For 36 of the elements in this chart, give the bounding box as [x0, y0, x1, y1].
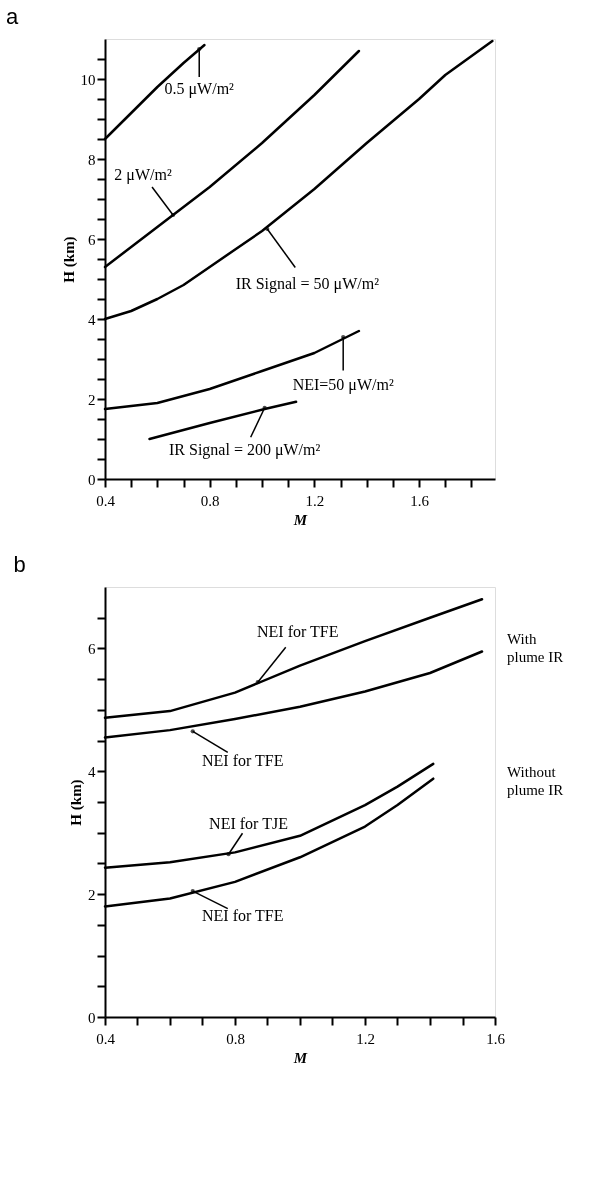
y-tick-label: 6 — [88, 640, 96, 657]
chart-title: a — [6, 4, 19, 29]
annotation: 2 μW/m² — [114, 166, 172, 184]
text: Without plume IR — [507, 763, 564, 798]
annotation: NEI for TJE — [209, 815, 288, 833]
y-axis-title: H (km) — [60, 236, 78, 283]
x-tick-label: 0.4 — [96, 492, 116, 509]
x-axis-title: M — [292, 1049, 308, 1066]
annotation: NEI for TFE — [202, 907, 284, 925]
y-tick-label: 2 — [88, 391, 96, 408]
y-tick-label: 0 — [88, 471, 96, 488]
text: With plume IR — [507, 630, 564, 665]
x-tick-label: 1.2 — [305, 492, 325, 509]
y-tick-label: 4 — [88, 763, 96, 780]
y-tick-label: 0 — [88, 1009, 96, 1026]
annotation: 0.5 μW/m² — [164, 80, 235, 98]
chart-title: b — [13, 552, 26, 577]
annotation: IR Signal = 50 μW/m² — [235, 275, 380, 293]
y-tick-label: 10 — [80, 71, 96, 88]
x-tick-label: 1.6 — [410, 492, 430, 509]
annotation: NEI for TFE — [257, 623, 339, 641]
annotation: NEI for TFE — [202, 752, 284, 770]
y-tick-label: 6 — [88, 231, 96, 248]
x-tick-label: 0.4 — [96, 1030, 116, 1047]
y-tick-label: 4 — [88, 311, 96, 328]
annotation: IR Signal = 200 μW/m² — [169, 440, 321, 459]
x-tick-label: 1.6 — [486, 1030, 506, 1047]
annotation: NEI=50 μW/m² — [292, 376, 394, 394]
x-axis-title: M — [292, 511, 308, 528]
y-tick-label: 2 — [88, 886, 96, 903]
x-tick-label: 0.8 — [200, 492, 220, 509]
x-tick-label: 0.8 — [226, 1030, 245, 1047]
y-tick-label: 8 — [88, 151, 96, 168]
y-axis-title: H (km) — [68, 779, 85, 826]
x-tick-label: 1.2 — [356, 1030, 375, 1047]
line-series — [148, 400, 298, 441]
